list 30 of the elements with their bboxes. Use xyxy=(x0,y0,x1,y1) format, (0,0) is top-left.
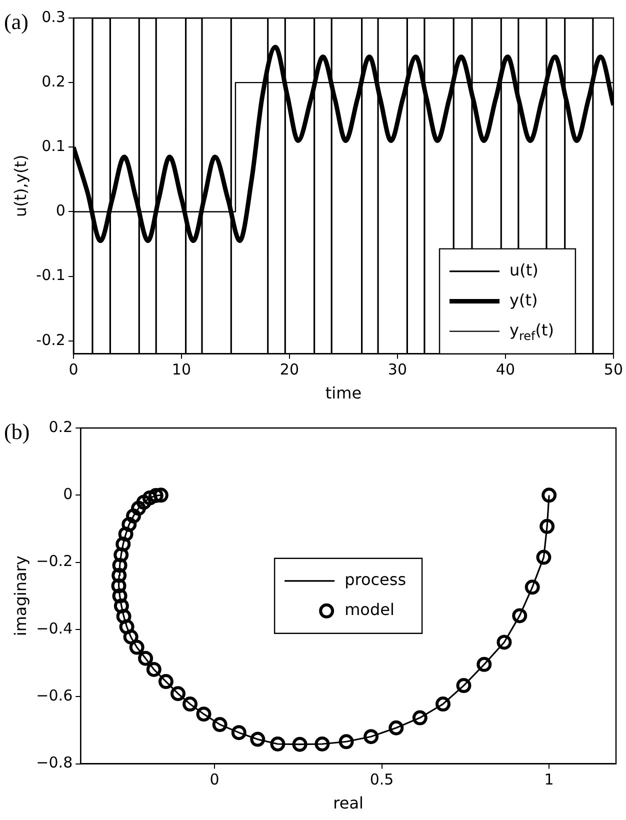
x-tick-label: 10 xyxy=(172,360,192,379)
x-tick-label: 20 xyxy=(280,360,300,379)
x-axis-title: real xyxy=(333,794,364,813)
y-tick-label: −0.6 xyxy=(36,686,73,705)
y-tick-label: −0.4 xyxy=(36,619,73,638)
x-tick-label: 40 xyxy=(496,360,516,379)
y-tick-label: -0.1 xyxy=(36,266,66,284)
y-axis-title: u(t),y(t) xyxy=(10,154,30,218)
y-tick-label: 0.2 xyxy=(42,72,66,90)
legend-label: process xyxy=(344,570,406,590)
legend-label: model xyxy=(344,600,394,620)
y-tick-label: 0 xyxy=(56,202,66,220)
y-tick-label: 0 xyxy=(63,485,73,504)
y-tick-label: −0.2 xyxy=(36,552,73,570)
chart-title: (b) xyxy=(4,418,30,444)
y-axis-title: imaginary xyxy=(10,556,30,636)
legend-label: y(t) xyxy=(510,290,538,310)
y-tick-label: 0.3 xyxy=(42,8,66,26)
y-tick-label: 0.2 xyxy=(48,418,73,436)
x-axis-title: time xyxy=(325,384,362,403)
y-tick-label: −0.8 xyxy=(36,754,73,772)
y-tick-label: 0.1 xyxy=(42,137,66,156)
x-tick-label: 0 xyxy=(210,770,220,789)
x-tick-label: 0.5 xyxy=(370,770,394,789)
x-tick-label: 30 xyxy=(388,360,408,379)
x-tick-label: 50 xyxy=(604,360,624,379)
chart-title: (a) xyxy=(4,8,28,34)
legend-label: u(t) xyxy=(510,260,538,280)
y-tick-label: -0.2 xyxy=(36,330,66,349)
x-tick-label: 1 xyxy=(544,770,554,789)
